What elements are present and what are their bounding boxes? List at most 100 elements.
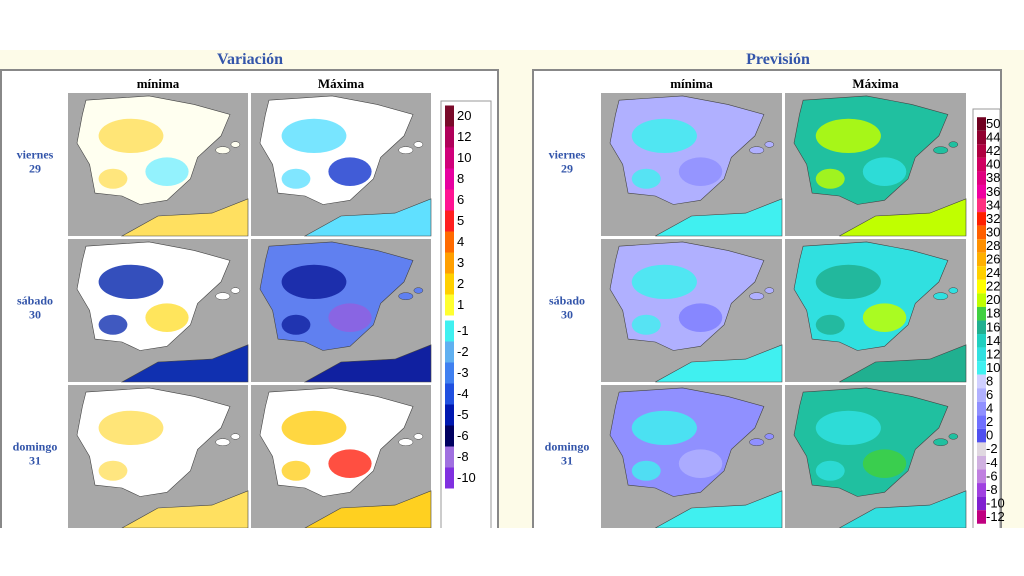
map-island bbox=[215, 292, 231, 301]
map bbox=[68, 239, 249, 383]
legend-label: 18 bbox=[986, 306, 1000, 321]
legend-swatch bbox=[445, 320, 454, 342]
map bbox=[601, 239, 783, 383]
map-blob bbox=[281, 410, 347, 446]
row-date: 29 bbox=[29, 162, 41, 176]
legend-swatch bbox=[977, 157, 986, 172]
legend-swatch bbox=[977, 252, 986, 267]
map-blob bbox=[815, 314, 845, 335]
column-header: mínima bbox=[670, 76, 713, 91]
legend-swatch bbox=[445, 252, 454, 274]
legend-label: -12 bbox=[986, 509, 1005, 524]
map-blob bbox=[328, 449, 372, 478]
map-island bbox=[398, 292, 414, 301]
legend-label: 8 bbox=[986, 373, 993, 388]
legend-label: -10 bbox=[986, 495, 1005, 510]
row-date: 31 bbox=[29, 454, 41, 468]
legend-label: 40 bbox=[986, 157, 1000, 172]
legend-label: -5 bbox=[457, 407, 469, 422]
legend-label: 1 bbox=[457, 297, 464, 312]
map-island bbox=[413, 287, 424, 294]
map-island bbox=[413, 141, 424, 148]
legend-swatch bbox=[977, 266, 986, 280]
bottom-band bbox=[0, 528, 1024, 576]
map-blob bbox=[631, 264, 697, 300]
map-island bbox=[764, 287, 775, 294]
legend-swatch bbox=[977, 198, 986, 213]
legend-swatch bbox=[977, 401, 986, 416]
legend-label: 20 bbox=[986, 292, 1000, 307]
panel-title: Previsión bbox=[746, 51, 810, 68]
map bbox=[785, 93, 967, 237]
legend-label: 14 bbox=[986, 333, 1000, 348]
legend-label: 10 bbox=[457, 150, 471, 165]
map-island bbox=[215, 438, 231, 447]
legend-label: -8 bbox=[457, 449, 469, 464]
map-blob bbox=[98, 314, 128, 335]
map-island bbox=[749, 292, 765, 301]
legend-label: 8 bbox=[457, 171, 464, 186]
legend-label: 0 bbox=[986, 428, 993, 443]
map-island bbox=[230, 433, 241, 440]
legend-swatch bbox=[977, 374, 986, 389]
map-blob bbox=[98, 410, 164, 446]
map-blob bbox=[631, 168, 661, 189]
map-island bbox=[215, 146, 231, 155]
map-blob bbox=[631, 460, 661, 481]
legend-swatch bbox=[977, 428, 986, 443]
legend-label: 12 bbox=[457, 129, 471, 144]
legend-label: -2 bbox=[986, 441, 998, 456]
map-island bbox=[764, 141, 775, 148]
map-blob bbox=[98, 264, 164, 300]
map bbox=[251, 93, 432, 237]
map bbox=[251, 385, 432, 529]
legend-label: -4 bbox=[457, 386, 469, 401]
legend-swatch bbox=[977, 130, 986, 145]
legend-label: 28 bbox=[986, 238, 1000, 253]
legend-label: 12 bbox=[986, 346, 1000, 361]
map-africa bbox=[303, 198, 432, 237]
legend-label: 3 bbox=[457, 255, 464, 270]
map-blob bbox=[862, 157, 907, 186]
map-africa bbox=[839, 344, 967, 383]
legend-swatch bbox=[977, 361, 986, 375]
legend-label: 2 bbox=[986, 414, 993, 429]
map-blob bbox=[281, 118, 347, 154]
legend-label: 42 bbox=[986, 143, 1000, 158]
map-blob bbox=[678, 303, 723, 332]
legend-swatch bbox=[445, 341, 454, 363]
legend-swatch bbox=[445, 126, 454, 148]
top-band bbox=[0, 0, 1024, 50]
map-blob bbox=[631, 410, 697, 446]
legend-label: -6 bbox=[986, 468, 998, 483]
legend-swatch bbox=[977, 388, 986, 402]
legend-swatch bbox=[445, 168, 454, 190]
legend-label: 30 bbox=[986, 224, 1000, 239]
legend-swatch bbox=[977, 510, 986, 524]
legend-label: 44 bbox=[986, 130, 1000, 145]
legend-swatch bbox=[977, 279, 986, 294]
legend-label: -1 bbox=[457, 323, 469, 338]
legend-label: -3 bbox=[457, 365, 469, 380]
map-island bbox=[230, 141, 241, 148]
legend-label: -6 bbox=[457, 428, 469, 443]
legend-swatch bbox=[977, 293, 986, 307]
map bbox=[601, 385, 783, 529]
map-island bbox=[948, 141, 959, 148]
legend-label: 4 bbox=[986, 401, 993, 416]
map bbox=[68, 93, 249, 237]
legend-swatch bbox=[445, 446, 454, 468]
map-blob bbox=[281, 264, 347, 300]
row-day: sábado bbox=[549, 294, 585, 308]
map-island bbox=[749, 146, 765, 155]
map-africa bbox=[120, 344, 249, 383]
legend-label: -2 bbox=[457, 344, 469, 359]
map-blob bbox=[815, 460, 845, 481]
column-header: mínima bbox=[137, 76, 180, 91]
legend-label: 6 bbox=[457, 192, 464, 207]
map-blob bbox=[281, 460, 311, 481]
map-blob bbox=[678, 449, 723, 478]
legend-swatch bbox=[445, 404, 454, 426]
map-blob bbox=[98, 168, 128, 189]
